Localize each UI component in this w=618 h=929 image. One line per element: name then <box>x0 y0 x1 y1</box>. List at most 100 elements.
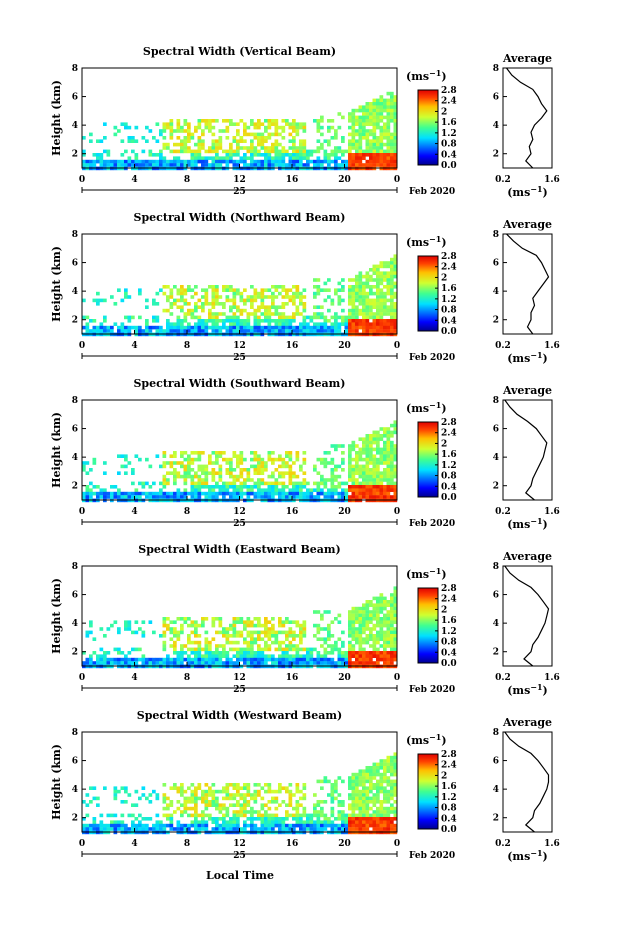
heatmap-cell <box>330 495 335 499</box>
heatmap-cell <box>99 139 104 143</box>
heatmap-cell <box>323 153 328 157</box>
heatmap-cell <box>386 274 391 279</box>
heatmap-cell <box>246 485 251 489</box>
profile-y-tick-label: 6 <box>493 591 499 601</box>
heatmap-cell <box>365 495 370 499</box>
heatmap-cell <box>393 146 398 150</box>
heatmap-cell <box>313 291 317 296</box>
heatmap-cell <box>330 793 335 797</box>
heatmap-cell <box>372 769 377 773</box>
heatmap-cell <box>194 308 198 313</box>
heatmap-cell <box>369 817 373 821</box>
y-tick-label: 2 <box>72 482 78 492</box>
heatmap-cell <box>386 461 391 465</box>
heatmap-cell <box>124 789 128 794</box>
heatmap-cell <box>89 827 93 831</box>
x-tick-label: 16 <box>286 175 299 185</box>
heatmap-cell <box>176 827 181 831</box>
heatmap-cell <box>348 322 352 326</box>
heatmap-cell <box>330 329 335 333</box>
heatmap-cell <box>117 491 121 496</box>
colorbar-tick-label: 0.4 <box>441 482 457 492</box>
heatmap-cell <box>299 481 303 486</box>
heatmap-cell <box>344 329 349 333</box>
heatmap-cell <box>243 637 247 641</box>
heatmap-cell <box>250 491 254 496</box>
colorbar-tick-label: 1.6 <box>441 450 457 460</box>
heatmap-cell <box>379 108 384 113</box>
heatmap-cell <box>285 657 289 662</box>
heatmap-cell <box>362 281 366 286</box>
heatmap-cell <box>162 623 167 628</box>
heatmap-cell <box>358 163 363 167</box>
heatmap-cell <box>246 471 251 475</box>
heatmap-cell <box>337 125 342 130</box>
heatmap-cell <box>155 153 160 157</box>
heatmap-cell <box>372 644 377 648</box>
heatmap-cell <box>260 319 265 323</box>
heatmap-cell <box>201 305 205 309</box>
heatmap-cell <box>379 827 384 831</box>
colorbar-tick-label: 2 <box>441 273 447 283</box>
heatmap-cell <box>365 623 370 628</box>
heatmap-cell <box>288 789 293 794</box>
heatmap-cell <box>239 654 244 658</box>
heatmap-cell <box>159 163 163 167</box>
heatmap-cell <box>355 478 359 482</box>
heatmap-cell <box>257 481 261 486</box>
heatmap-cell <box>302 322 307 326</box>
heatmap-cell <box>166 823 170 828</box>
heatmap-cell <box>260 647 265 652</box>
heatmap-cell <box>337 813 342 818</box>
heatmap-cell <box>117 129 121 133</box>
heatmap-cell <box>169 823 174 828</box>
heatmap-cell <box>211 485 216 489</box>
heatmap-cell <box>187 312 191 316</box>
heatmap-cell <box>337 474 342 479</box>
heatmap-cell <box>201 647 205 652</box>
heatmap-cell <box>299 139 303 143</box>
heatmap-cell <box>383 430 387 435</box>
heatmap-cell <box>243 491 247 496</box>
heatmap-cell <box>369 820 373 824</box>
heatmap-cell <box>197 298 202 303</box>
heatmap-cell <box>222 129 226 133</box>
heatmap-cell <box>211 319 216 323</box>
heatmap-cell <box>281 654 286 658</box>
heatmap-cell <box>295 451 300 455</box>
heatmap-cell <box>201 159 205 164</box>
heatmap-cell <box>169 627 174 631</box>
heatmap-cell <box>274 329 279 333</box>
x-tick-label: 4 <box>131 839 137 849</box>
heatmap-cell <box>383 800 387 804</box>
heatmap-cell <box>348 115 352 120</box>
heatmap-cell <box>218 806 223 811</box>
heatmap-cell <box>390 769 394 773</box>
heatmap-cell <box>96 485 100 489</box>
heatmap-cell <box>138 159 142 164</box>
heatmap-cell <box>393 291 398 296</box>
y-tick-label: 8 <box>72 562 78 572</box>
heatmap-cell <box>85 485 90 489</box>
heatmap-cell <box>267 451 272 455</box>
heatmap-cell <box>180 474 184 479</box>
heatmap-cell <box>299 159 303 164</box>
heatmap-cell <box>348 823 352 828</box>
heatmap-cell <box>379 98 384 103</box>
heatmap-cell <box>260 136 265 140</box>
profile-y-tick-label: 4 <box>493 453 499 463</box>
heatmap-cell <box>264 488 268 492</box>
heatmap-cell <box>236 817 240 821</box>
heatmap-cell <box>365 295 370 299</box>
heatmap-cell <box>393 454 398 458</box>
heatmap-cell <box>386 278 391 282</box>
heatmap-cell <box>257 817 261 821</box>
heatmap-cell <box>393 122 398 126</box>
heatmap-cell <box>190 136 195 140</box>
heatmap-cell <box>386 305 391 309</box>
heatmap-cell <box>173 461 177 465</box>
heatmap-cell <box>376 302 380 306</box>
heatmap-cell <box>369 139 373 143</box>
heatmap-cell <box>369 315 373 320</box>
heatmap-cell <box>292 827 296 831</box>
